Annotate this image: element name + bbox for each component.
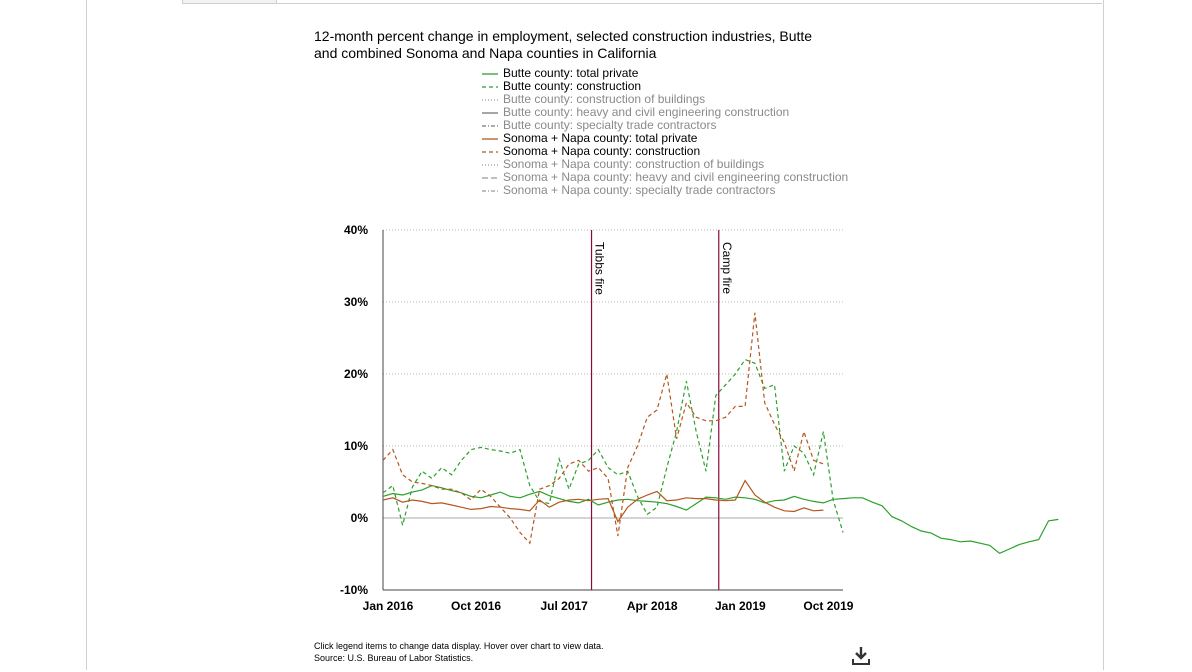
legend-swatch [482,137,498,140]
tab-stub[interactable] [182,0,277,4]
legend-item[interactable]: Sonoma + Napa county: total private [482,132,848,145]
download-icon[interactable] [850,645,872,667]
legend-label: Butte county: construction of buildings [503,92,706,106]
legend-label: Sonoma + Napa county: construction [503,144,701,158]
legend-swatch [482,72,498,75]
y-tick-label: 10% [344,439,368,453]
y-tick-label: -10% [340,583,368,597]
legend-item[interactable]: Sonoma + Napa county: construction of bu… [482,158,848,171]
x-tick-label: Jul 2017 [540,599,588,613]
y-tick-label: 0% [351,511,369,525]
legend-label: Butte county: construction [503,79,642,93]
legend-swatch [482,150,498,153]
x-tick-label: Apr 2018 [627,599,678,613]
legend-swatch [482,176,498,179]
legend-item[interactable]: Butte county: construction of buildings [482,93,848,106]
chart-title: 12-month percent change in employment, s… [314,28,813,61]
legend-item[interactable]: Butte county: construction [482,80,848,93]
series-line[interactable] [382,358,844,533]
legend-swatch [482,111,498,114]
legend-item[interactable]: Sonoma + Napa county: specialty trade co… [482,184,848,197]
legend-label: Sonoma + Napa county: heavy and civil en… [503,170,849,184]
event-label: Camp fire [720,242,734,294]
legend-label: Butte county: specialty trade contractor… [503,118,717,132]
legend-item[interactable]: Butte county: total private [482,67,848,80]
series-line[interactable] [382,312,824,545]
x-tick-label: Oct 2019 [803,599,853,613]
legend-swatch [482,189,498,192]
legend-item[interactable]: Sonoma + Napa county: heavy and civil en… [482,171,848,184]
legend-label: Butte county: heavy and civil engineerin… [503,105,790,119]
event-label: Tubbs fire [593,242,607,295]
legend-item[interactable]: Butte county: specialty trade contractor… [482,119,848,132]
footer-instructions: Click legend items to change data displa… [314,641,604,651]
legend-label: Butte county: total private [503,66,639,80]
x-tick-label: Jan 2016 [363,599,414,613]
legend-label: Sonoma + Napa county: specialty trade co… [503,183,776,197]
y-tick-label: 40% [344,223,368,237]
legend-swatch [482,124,498,127]
series-line[interactable] [382,484,1059,554]
top-border [275,3,1102,4]
chart-frame [86,0,1104,670]
legend-item[interactable]: Sonoma + Napa county: construction [482,145,848,158]
chart-footer: Click legend items to change data displa… [314,640,603,664]
series-line[interactable] [382,479,824,523]
x-tick-label: Oct 2016 [451,599,501,613]
footer-source: Source: U.S. Bureau of Labor Statistics. [314,653,474,663]
legend-swatch [482,85,498,88]
y-tick-label: 20% [344,367,368,381]
y-tick-label: 30% [344,295,368,309]
legend-label: Sonoma + Napa county: total private [503,131,698,145]
x-tick-label: Jan 2019 [715,599,766,613]
chart-legend: Butte county: total private Butte county:… [482,67,848,197]
legend-item[interactable]: Butte county: heavy and civil engineerin… [482,106,848,119]
legend-label: Sonoma + Napa county: construction of bu… [503,157,765,171]
